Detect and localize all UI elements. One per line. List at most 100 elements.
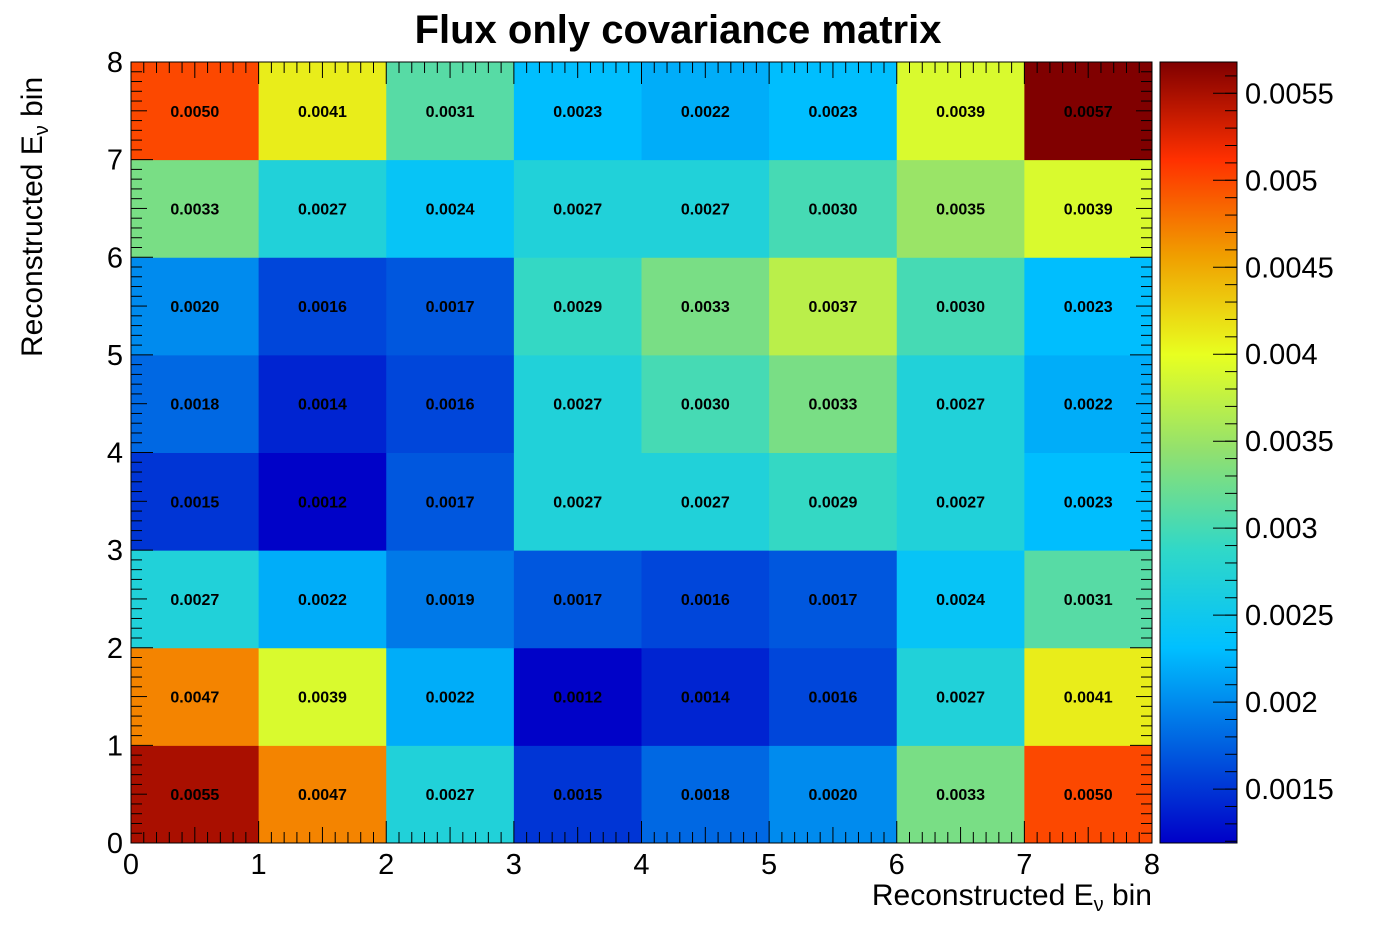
cell-value-label: 0.0030	[936, 299, 985, 316]
heatmap-cell	[1024, 257, 1153, 356]
heatmap-cell	[641, 62, 770, 161]
cell-value-label: 0.0030	[681, 397, 730, 414]
heatmap-cell	[386, 62, 515, 161]
y-tick-label: 7	[107, 145, 123, 177]
cell-value-label: 0.0027	[936, 494, 985, 511]
x-tick-label: 8	[1144, 849, 1160, 881]
heatmap-cell	[386, 452, 515, 551]
heatmap-cell	[1024, 354, 1153, 453]
y-axis-ticks: 0 1 2 3 4 5 6 7 8	[107, 47, 1152, 860]
heatmap-cell	[131, 159, 260, 258]
cell-value-label: 0.0029	[553, 299, 602, 316]
colorbar-tick-label: 0.0035	[1245, 426, 1334, 458]
cell-value-label: 0.0012	[553, 690, 602, 707]
heatmap-cell	[769, 354, 898, 453]
cell-value-label: 0.0022	[1064, 397, 1113, 414]
heatmap-cell	[131, 647, 260, 746]
cell-value-label: 0.0020	[170, 299, 219, 316]
heatmap-cell	[896, 257, 1025, 356]
cell-value-label: 0.0027	[936, 690, 985, 707]
cell-value-label: 0.0017	[426, 299, 475, 316]
heatmap-cell	[386, 159, 515, 258]
heatmap-cell	[896, 159, 1025, 258]
cell-value-label: 0.0018	[170, 397, 219, 414]
heatmap-cell	[1024, 62, 1153, 161]
cell-value-label: 0.0015	[553, 787, 602, 804]
heatmap-cell	[131, 452, 260, 551]
heatmap-cell	[513, 647, 642, 746]
x-axis-ticks: 0 1 2 3 4 5 6 7 8	[123, 62, 1160, 881]
cell-value-label: 0.0039	[936, 104, 985, 121]
y-tick-label: 0	[107, 828, 123, 860]
heatmap-cell	[131, 550, 260, 649]
cell-value-label: 0.0033	[170, 201, 219, 218]
colorbar-tick-label: 0.004	[1245, 339, 1318, 371]
heatmap-cell	[513, 452, 642, 551]
x-tick-label: 6	[889, 849, 905, 881]
cell-value-label: 0.0016	[298, 299, 347, 316]
y-tick-label: 5	[107, 340, 123, 372]
cell-value-label: 0.0016	[681, 592, 730, 609]
heatmap-cell	[258, 354, 387, 453]
cell-value-label: 0.0019	[426, 592, 475, 609]
cell-value-label: 0.0047	[170, 690, 219, 707]
cell-value-label: 0.0014	[681, 690, 730, 707]
heatmap-cell	[258, 159, 387, 258]
cell-value-label: 0.0041	[1064, 690, 1113, 707]
heatmap-cell	[131, 257, 260, 356]
heatmap-cell	[641, 452, 770, 551]
cell-value-label: 0.0023	[553, 104, 602, 121]
cell-value-label: 0.0016	[426, 397, 475, 414]
cell-value-label: 0.0039	[1064, 201, 1113, 218]
heatmap-cells	[131, 62, 1153, 844]
heatmap-cell	[513, 257, 642, 356]
cell-value-label: 0.0057	[1064, 104, 1113, 121]
heatmap-cell	[769, 647, 898, 746]
cell-value-label: 0.0024	[426, 201, 475, 218]
heatmap-cell	[641, 550, 770, 649]
heatmap-cell	[513, 159, 642, 258]
y-tick-label: 4	[107, 438, 123, 470]
heatmap-cell	[769, 550, 898, 649]
heatmap-cell	[641, 647, 770, 746]
colorbar-tick-label: 0.005	[1245, 165, 1318, 197]
heatmap-cell	[1024, 550, 1153, 649]
heatmap-cell	[641, 257, 770, 356]
cell-value-label: 0.0031	[426, 104, 475, 121]
cell-value-label: 0.0016	[808, 690, 857, 707]
heatmap-cell	[258, 257, 387, 356]
cell-value-label: 0.0033	[936, 787, 985, 804]
colorbar-tick-label: 0.0025	[1245, 600, 1334, 632]
cell-value-label: 0.0027	[553, 201, 602, 218]
cell-value-label: 0.0027	[170, 592, 219, 609]
heatmap-cell	[896, 452, 1025, 551]
y-tick-label: 1	[107, 730, 123, 762]
cell-value-label: 0.0022	[681, 104, 730, 121]
cell-value-label: 0.0014	[298, 397, 347, 414]
x-tick-label: 2	[378, 849, 394, 881]
heatmap-cell	[769, 159, 898, 258]
heatmap-cell	[131, 354, 260, 453]
cell-value-label: 0.0027	[426, 787, 475, 804]
cell-value-label: 0.0020	[808, 787, 857, 804]
colorbar-ticks: 0.0015 0.002 0.0025 0.003 0.0035 0.004 0.0045 0…	[1213, 75, 1334, 842]
cell-value-label: 0.0055	[170, 787, 219, 804]
cell-value-label: 0.0031	[1064, 592, 1113, 609]
cell-value-label: 0.0017	[553, 592, 602, 609]
heatmap-cell	[896, 354, 1025, 453]
cell-value-label: 0.0035	[936, 201, 985, 218]
heatmap-cell	[769, 257, 898, 356]
cell-value-label: 0.0027	[681, 494, 730, 511]
cell-value-label: 0.0041	[298, 104, 347, 121]
colorbar	[1159, 61, 1238, 844]
heatmap-cell	[769, 62, 898, 161]
cell-value-label: 0.0017	[808, 592, 857, 609]
cell-value-label: 0.0027	[681, 201, 730, 218]
y-tick-label: 3	[107, 535, 123, 567]
cell-value-label: 0.0022	[426, 690, 475, 707]
colorbar-tick-label: 0.003	[1245, 513, 1318, 545]
cell-value-label: 0.0015	[170, 494, 219, 511]
cell-value-label: 0.0022	[298, 592, 347, 609]
heatmap-cell	[896, 647, 1025, 746]
cell-value-label: 0.0050	[1064, 787, 1113, 804]
